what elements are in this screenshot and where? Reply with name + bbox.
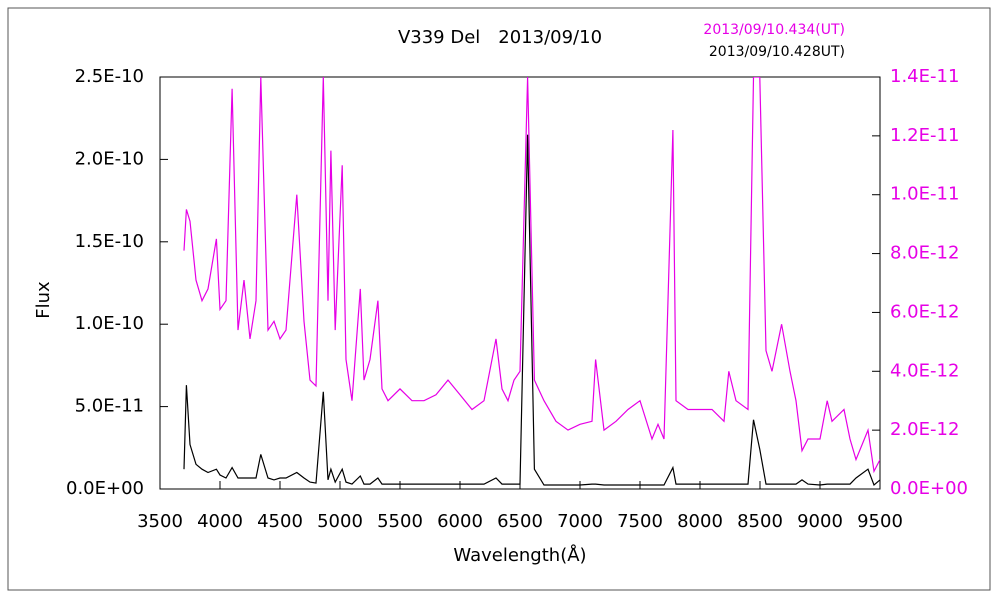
y2-tick-label: 1.2E-11 [890, 125, 959, 146]
series-line [183, 77, 880, 474]
x-tick-label: 9000 [797, 511, 843, 532]
x-tick-label: 3500 [137, 511, 183, 532]
legend-label: 2013/09/10.428UT) [709, 44, 845, 60]
y2-tick-label: 2.0E-12 [890, 419, 959, 440]
y-tick-label: 2.5E-10 [75, 66, 144, 87]
y2-tick-label: 4.0E-12 [890, 360, 959, 381]
y-tick-label: 0.0E+00 [66, 478, 144, 499]
x-tick-label: 8500 [737, 511, 783, 532]
y2-tick-label: 1.0E-11 [890, 184, 959, 205]
frame [7, 7, 991, 591]
x-tick-label: 4000 [197, 511, 243, 532]
x-tick-label: 7500 [617, 511, 663, 532]
x-axis-label: Wavelength(Å) [453, 544, 586, 566]
y-tick-label: 5.0E-11 [75, 396, 144, 417]
y-tick-label: 2.0E-10 [75, 148, 144, 169]
x-tick-label: 8000 [677, 511, 723, 532]
x-tick-label: 7000 [557, 511, 603, 532]
chart-title: V339 Del 2013/09/10 [398, 27, 602, 48]
x-tick-label: 5000 [317, 511, 363, 532]
x-tick-label: 6000 [437, 511, 483, 532]
y2-tick-label: 1.4E-11 [890, 66, 959, 87]
x-tick-label: 6500 [497, 511, 543, 532]
legend-label: 2013/09/10.434(UT) [703, 22, 845, 38]
y2-tick-label: 8.0E-12 [890, 243, 959, 264]
y-tick-label: 1.0E-10 [75, 313, 144, 334]
y-axis-label: Flux [33, 281, 54, 319]
y2-tick-label: 6.0E-12 [890, 301, 959, 322]
x-tick-label: 4500 [257, 511, 303, 532]
x-tick-label: 9500 [857, 511, 903, 532]
x-tick-label: 5500 [377, 511, 423, 532]
series-line [183, 134, 880, 487]
y-tick-label: 1.5E-10 [75, 231, 144, 252]
y2-tick-label: 0.0E+00 [890, 478, 968, 499]
